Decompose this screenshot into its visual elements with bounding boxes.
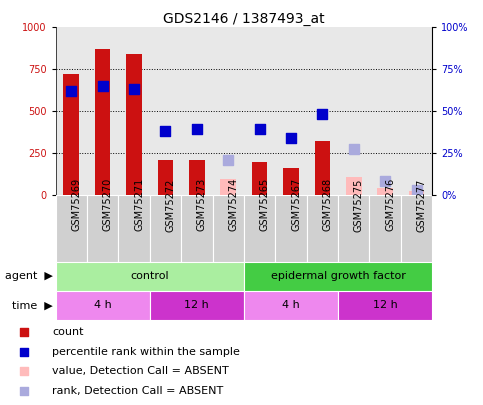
Text: rank, Detection Call = ABSENT: rank, Detection Call = ABSENT [52,386,224,396]
Text: GSM75272: GSM75272 [165,178,175,232]
Bar [244,291,338,320]
Bar [346,177,362,195]
Text: percentile rank within the sample: percentile rank within the sample [52,347,240,356]
Bar [220,179,236,195]
Text: control: control [130,271,169,281]
Bar [63,74,79,195]
Bar [150,291,244,320]
Text: value, Detection Call = ABSENT: value, Detection Call = ABSENT [52,367,229,376]
Bar [369,195,401,262]
Bar [409,192,425,195]
Bar [56,195,87,262]
Text: 4 h: 4 h [94,301,112,310]
Text: GSM75273: GSM75273 [197,178,207,231]
Point [350,146,357,153]
Text: GSM75275: GSM75275 [354,178,364,232]
Point [20,328,28,335]
Point [20,368,28,375]
Point [161,128,170,134]
Bar [95,49,111,195]
Point [287,134,295,141]
Point [412,187,420,193]
Point [20,388,28,394]
Title: GDS2146 / 1387493_at: GDS2146 / 1387493_at [163,12,325,26]
Point [193,126,201,132]
Text: GSM75277: GSM75277 [416,178,426,232]
Text: GSM75270: GSM75270 [103,178,113,231]
Point [224,156,232,163]
Text: GSM75276: GSM75276 [385,178,395,231]
Bar [377,188,393,195]
Bar [157,160,173,195]
Text: GSM75271: GSM75271 [134,178,144,231]
Text: count: count [52,327,84,337]
Text: GSM75268: GSM75268 [323,178,332,231]
Bar [244,195,275,262]
Text: GSM75265: GSM75265 [260,178,270,231]
Point [382,178,389,185]
Point [319,111,327,117]
Point [20,348,28,355]
Bar [307,195,338,262]
Bar [401,195,432,262]
Bar [252,162,268,195]
Bar [87,195,118,262]
Text: GSM75269: GSM75269 [71,178,81,231]
Text: epidermal growth factor: epidermal growth factor [270,271,406,281]
Point [68,87,75,94]
Point [130,86,138,92]
Bar [338,195,369,262]
Text: time  ▶: time ▶ [13,301,53,310]
Bar [275,195,307,262]
Text: GSM75274: GSM75274 [228,178,238,231]
Bar [181,195,213,262]
Bar [56,262,244,291]
Point [99,82,107,89]
Bar [126,53,142,195]
Text: GSM75267: GSM75267 [291,178,301,231]
Bar [150,195,181,262]
Bar [314,141,330,195]
Text: 12 h: 12 h [185,301,209,310]
Bar [244,262,432,291]
Point [256,126,264,132]
Bar [56,291,150,320]
Bar [118,195,150,262]
Bar [213,195,244,262]
Text: agent  ▶: agent ▶ [5,271,53,281]
Bar [283,168,299,195]
Bar [338,291,432,320]
Text: 4 h: 4 h [282,301,300,310]
Bar [189,160,205,195]
Text: 12 h: 12 h [373,301,398,310]
